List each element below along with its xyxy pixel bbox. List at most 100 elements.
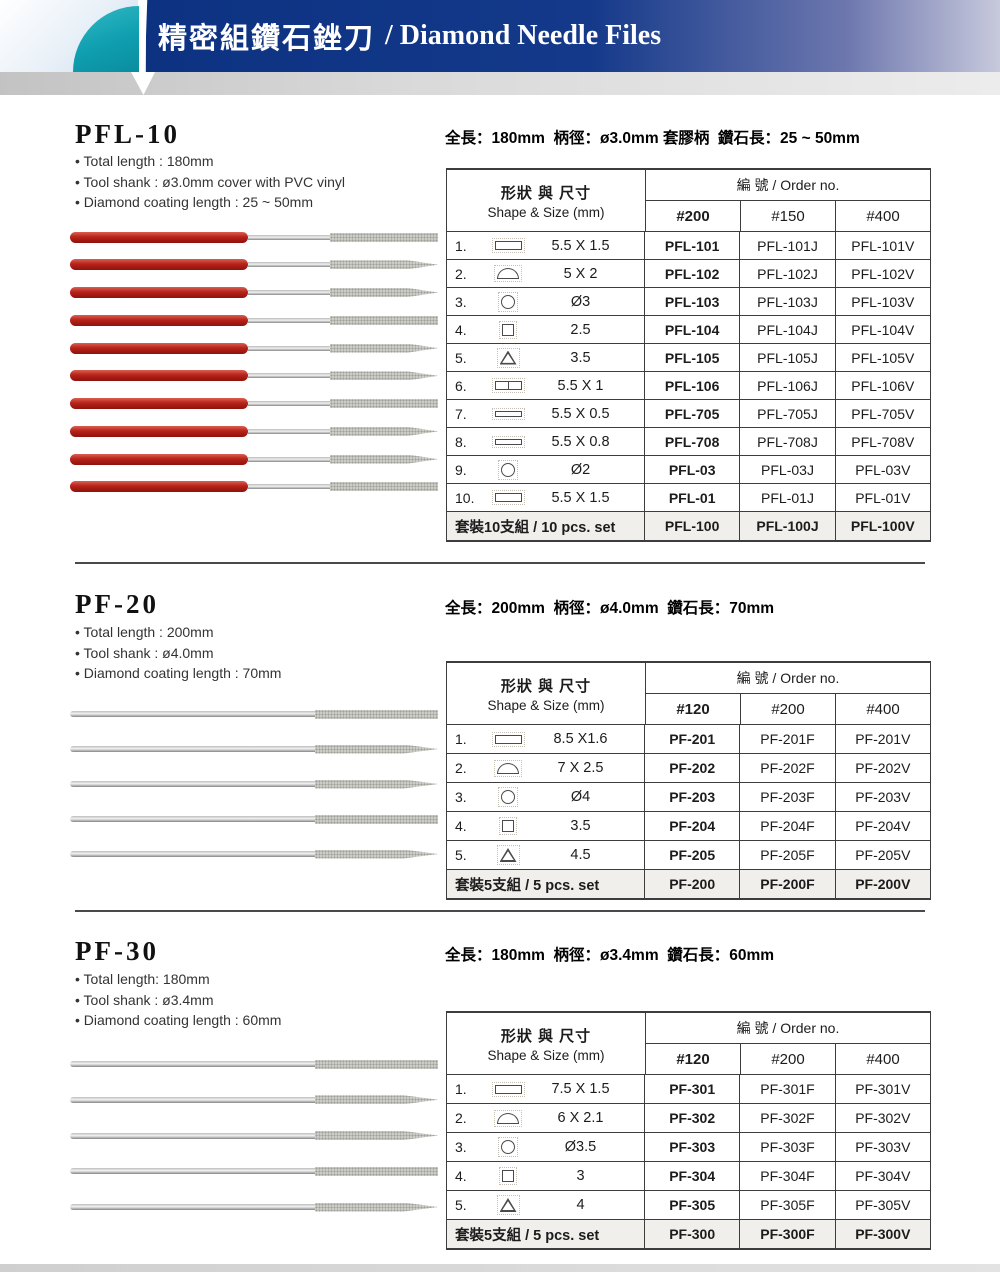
shape-icon-cell bbox=[485, 1081, 531, 1097]
needle-file bbox=[70, 1201, 438, 1213]
table-body: 1. 7.5 X 1.5 PF-301 PF-301F PF-301V 2. 6 X 2.1… bbox=[447, 1075, 930, 1248]
needle-file bbox=[70, 398, 438, 410]
order-no-label: 編 號 / Order no. bbox=[646, 170, 930, 201]
section-title-pf-20: PF-20 bbox=[75, 589, 159, 619]
row-number: 4. bbox=[455, 1168, 467, 1184]
order-no-value: PFL-105V bbox=[834, 344, 930, 371]
table-row: 3. Ø4 PF-203 PF-203F PF-203V bbox=[447, 783, 930, 812]
needle-file bbox=[70, 481, 438, 493]
size-value: 3.5 bbox=[570, 818, 591, 834]
section-bullets: Total length: 180mmTool shank : ø3.4mmDi… bbox=[75, 969, 282, 1031]
file-diamond-tip bbox=[330, 288, 438, 298]
bullet-item: Diamond coating length : 60mm bbox=[75, 1010, 282, 1031]
table-row: 4. 2.5 PFL-104 PFL-104J PFL-104V bbox=[447, 316, 930, 344]
order-no-value: PFL-705J bbox=[739, 400, 834, 427]
set-order-no: PF-200V bbox=[834, 870, 930, 898]
size-value: 5.5 X 0.5 bbox=[551, 405, 610, 422]
size-value: 6 X 2.1 bbox=[557, 1110, 604, 1126]
order-no-value: PF-201F bbox=[739, 725, 834, 753]
order-table: 形狀 與 尺寸 Shape & Size (mm) 編 號 / Order no… bbox=[446, 661, 931, 900]
shape-icon-cell bbox=[485, 787, 531, 807]
size-value: 5.5 X 0.8 bbox=[551, 433, 610, 450]
table-row: 1. 7.5 X 1.5 PF-301 PF-301F PF-301V bbox=[447, 1075, 930, 1104]
file-diamond-tip bbox=[315, 779, 438, 789]
order-no-value: PFL-708 bbox=[664, 433, 720, 450]
shape-size-cell: 2. 6 X 2.1 bbox=[447, 1104, 645, 1132]
file-handle bbox=[70, 259, 248, 271]
set-order-no: PFL-100 bbox=[664, 518, 720, 534]
order-no-value: PF-205V bbox=[834, 841, 930, 869]
grit-column-header: #200 bbox=[676, 207, 710, 225]
order-no-value: PFL-101 bbox=[664, 237, 720, 254]
order-table: 形狀 與 尺寸 Shape & Size (mm) 編 號 / Order no… bbox=[446, 1011, 931, 1250]
file-diamond-tip bbox=[315, 744, 438, 754]
file-diamond-tip bbox=[330, 426, 438, 436]
row-number: 5. bbox=[455, 1197, 467, 1213]
file-shank bbox=[70, 781, 315, 787]
order-no-value: PFL-03J bbox=[739, 456, 834, 483]
section-divider bbox=[75, 910, 925, 912]
table-row: 1. 8.5 X1.6 PF-201 PF-201F PF-201V bbox=[447, 725, 930, 754]
order-no-value: PFL-105J bbox=[739, 344, 834, 371]
shape-icon-cell bbox=[485, 490, 531, 505]
order-no-value: PF-304V bbox=[834, 1162, 930, 1190]
table-row: 2. 6 X 2.1 PF-302 PF-302F PF-302V bbox=[447, 1104, 930, 1133]
order-no-value: PF-202F bbox=[739, 754, 834, 782]
page-bottom-bar bbox=[0, 1264, 1000, 1272]
order-no-header: 編 號 / Order no. #200 #150 #400 bbox=[646, 170, 930, 231]
file-diamond-tip bbox=[330, 399, 438, 409]
order-no-value: PF-205F bbox=[739, 841, 834, 869]
needle-file bbox=[70, 848, 438, 860]
file-shank bbox=[248, 428, 330, 434]
needle-file bbox=[70, 231, 438, 243]
file-handle bbox=[70, 453, 248, 465]
table-row: 1. 5.5 X 1.5 PFL-101 PFL-101J PFL-101V bbox=[447, 232, 930, 260]
shape-size-header: 形狀 與 尺寸 Shape & Size (mm) bbox=[447, 663, 646, 724]
section-bullets: Total length : 200mmTool shank : ø4.0mmD… bbox=[75, 622, 282, 684]
table-row: 2. 7 X 2.5 PF-202 PF-202F PF-202V bbox=[447, 754, 930, 783]
shape-icon-cell bbox=[485, 238, 531, 253]
row-number: 4. bbox=[455, 818, 467, 834]
needle-file bbox=[70, 259, 438, 271]
order-no-value: PF-303 bbox=[669, 1139, 716, 1155]
shape-icon-cell bbox=[485, 759, 531, 777]
grit-column-header: #120 bbox=[676, 1050, 710, 1068]
set-order-no: PF-300 bbox=[669, 1226, 716, 1242]
file-shank bbox=[248, 373, 330, 379]
table-row: 9. Ø2 PFL-03 PFL-03J PFL-03V bbox=[447, 456, 930, 484]
needle-file bbox=[70, 425, 438, 437]
file-shank bbox=[70, 746, 315, 752]
file-shank bbox=[248, 317, 330, 323]
section-spec: 全長：180mm 柄徑：ø3.4mm 鑽石長：60mm bbox=[445, 947, 775, 964]
set-label: 套裝5支組 / 5 pcs. set bbox=[447, 870, 645, 898]
order-no-value: PF-302 bbox=[669, 1110, 716, 1126]
rect2-icon bbox=[491, 378, 525, 393]
file-shank bbox=[70, 1096, 315, 1103]
rect-icon bbox=[491, 1081, 525, 1097]
file-diamond-tip bbox=[315, 709, 438, 719]
section-title-pfl-10: PFL-10 bbox=[75, 119, 180, 149]
rect-icon bbox=[491, 238, 525, 253]
needle-files-image bbox=[70, 708, 438, 860]
bullet-item: Total length : 200mm bbox=[75, 622, 281, 643]
size-value: 4.5 bbox=[570, 847, 591, 863]
set-order-no: PF-200F bbox=[739, 870, 834, 898]
section-bullets: Total length : 180mmTool shank : ø3.0mm … bbox=[75, 151, 345, 213]
order-no-value: PF-301V bbox=[834, 1075, 930, 1103]
table-header: 形狀 與 尺寸 Shape & Size (mm) 編 號 / Order no… bbox=[447, 170, 930, 232]
order-no-label: 編 號 / Order no. bbox=[646, 1013, 930, 1044]
size-value: 4 bbox=[576, 1197, 585, 1213]
row-number: 3. bbox=[455, 293, 467, 310]
bullet-item: Tool shank : ø3.4mm bbox=[75, 990, 281, 1011]
shape-size-cell: 2. 5 X 2 bbox=[447, 260, 645, 287]
order-no-value: PFL-104J bbox=[739, 316, 834, 343]
needle-file bbox=[70, 453, 438, 465]
shape-icon-cell bbox=[485, 1167, 531, 1185]
row-number: 9. bbox=[455, 461, 467, 478]
order-no-value: PFL-104 bbox=[664, 321, 720, 338]
section-title-pf-30: PF-30 bbox=[75, 936, 159, 966]
size-value: 8.5 X1.6 bbox=[553, 731, 608, 747]
order-no-value: PFL-103J bbox=[739, 288, 834, 315]
table-row: 4. 3.5 PF-204 PF-204F PF-204V bbox=[447, 812, 930, 841]
size-value: Ø3.5 bbox=[564, 1139, 597, 1155]
